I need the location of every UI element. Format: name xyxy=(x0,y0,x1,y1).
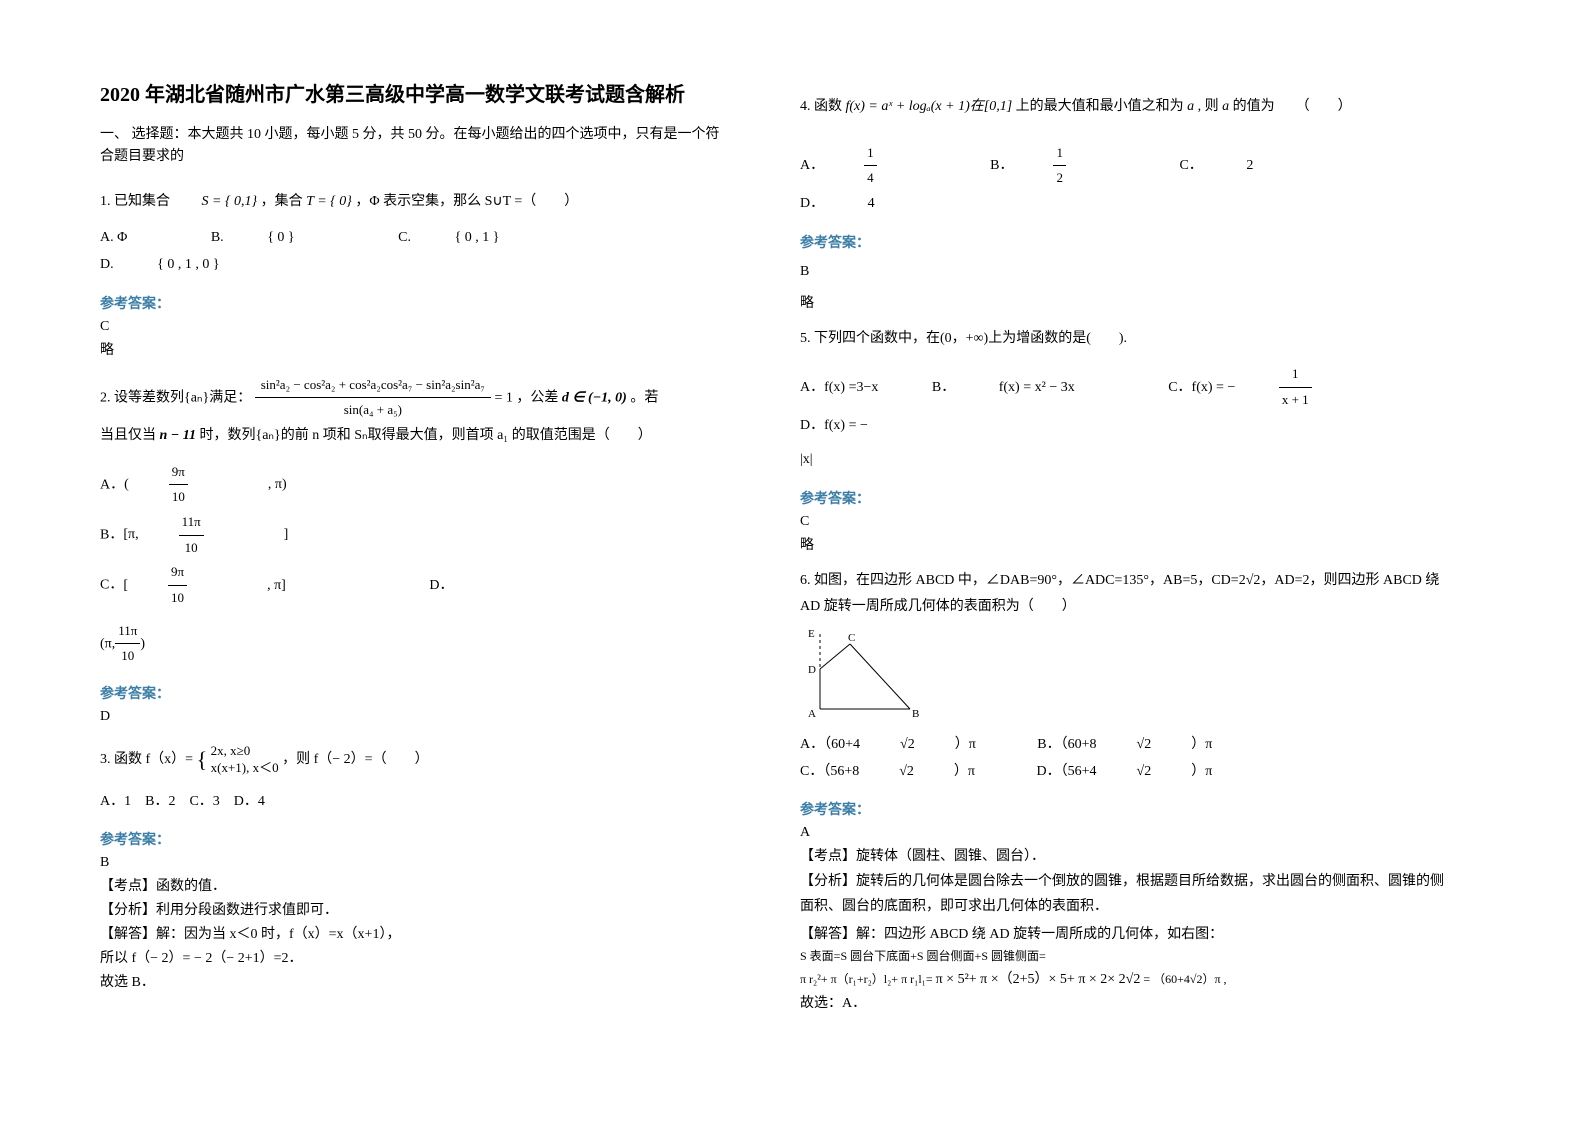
brace-icon: { xyxy=(197,747,208,772)
q2-ob: B．[π,11π10] xyxy=(100,510,328,560)
q2-od: (π,11π10) xyxy=(100,619,720,669)
q5-stem: 5. 下列四个函数中，在(0，+∞)上为增函数的是( ). xyxy=(800,326,1450,353)
q1-stem-a: 1. 已知集合 xyxy=(100,194,170,209)
q5-oa: A．f(x) =3−x xyxy=(800,375,878,402)
a3-fx: 【分析】利用分段函数进行求值即可． xyxy=(100,899,720,919)
q3-stem-a: 3. 函数 f（x）= xyxy=(100,752,193,767)
q2-od-lbl: D． xyxy=(429,573,453,600)
q1-set-t: T = { 0} xyxy=(306,194,352,209)
a3-jd3: 故选 B． xyxy=(100,971,720,991)
q6-oa: A．（60+4√2）π xyxy=(800,732,1016,759)
q6-figure: E C D A B xyxy=(800,629,930,724)
q1: 1. 已知集合 S = { 0,1} ，集合 T = { 0} ，Φ 表示空集，… xyxy=(100,189,720,279)
q2-d: d ∈ (−1, 0) xyxy=(562,390,627,405)
q2-l2c: 时，数列{aₙ}的前 n 项和 Sₙ取得最大值，则首项 a₁ 的取值范围是（ ） xyxy=(200,428,652,443)
q4-stem-c: , 则 xyxy=(1198,99,1219,114)
a6-jd3: π r₂²+ π（r₁+r₂）l₂+ π r₁l₁= π × 5²+ π ×（2… xyxy=(800,968,1450,988)
q5-oc: C．f(x) = − 1x + 1 xyxy=(1168,362,1391,412)
ans2: D xyxy=(100,709,720,725)
ans4: B xyxy=(800,264,1450,280)
svg-text:E: E xyxy=(808,629,815,640)
ans1b: 略 xyxy=(100,339,720,359)
a3-jd2: 所以 f（− 2）= − 2（− 2+1）=2． xyxy=(100,947,720,967)
q2: 2. 设等差数列{aₙ}满足： sin²a₂ − cos²a₂ + cos²a₂… xyxy=(100,373,720,669)
a6-jd4: 故选：A． xyxy=(800,992,1450,1012)
ans5b: 略 xyxy=(800,534,1450,554)
q4-alpha: a xyxy=(1187,99,1194,114)
q4-stem-b: 上的最大值和最小值之和为 xyxy=(1016,99,1184,114)
q1-opt-a: A. Φ xyxy=(100,225,127,252)
q1-tail: ，Φ 表示空集，那么 S∪T =（ ） xyxy=(355,194,578,209)
section1: 一、 选择题：本大题共 10 小题，每小题 5 分，共 50 分。在每小题给出的… xyxy=(100,124,720,169)
q5-ob: B． f(x) = x² − 3x xyxy=(932,375,1115,402)
q5: 5. 下列四个函数中，在(0，+∞)上为增函数的是( ). A．f(x) =3−… xyxy=(800,326,1450,474)
q4-alpha2: a xyxy=(1222,99,1229,114)
ans4-label: 参考答案： xyxy=(800,232,1450,252)
a3-jd1: 【解答】解：因为当 x＜0 时，f（x）=x（x+1）， xyxy=(100,923,720,943)
ans4b: 略 xyxy=(800,292,1450,312)
ans1: C xyxy=(100,319,720,335)
q4-ob: B．12 xyxy=(990,141,1146,191)
svg-text:B: B xyxy=(912,708,919,720)
q2-tail: ，公差 xyxy=(516,390,558,405)
q6: 6. 如图，在四边形 ABCD 中，∠DAB=90°，∠ADC=135°，AB=… xyxy=(800,568,1450,785)
q4-oa: A．14 xyxy=(800,141,957,191)
q2-oc: C．[9π10, π] xyxy=(100,560,326,610)
q1-set-s: S = { 0,1} xyxy=(202,194,258,209)
q6-rt2: √2 xyxy=(1246,573,1261,588)
q6-stem-a: 6. 如图，在四边形 ABCD 中，∠DAB=90°，∠ADC=135°，AB=… xyxy=(800,573,1246,588)
q1-mid: ，集合 xyxy=(261,194,303,209)
q3-cases: 2x, x≥0 x(x+1), x＜0 xyxy=(211,743,279,777)
q4: 4. 函数 f(x) = aˣ + logₐ(x + 1)在[0,1] 上的最大… xyxy=(800,94,1450,218)
a6-jd2: S 表面=S 圆台下底面+S 圆台侧面+S 圆锥侧面= xyxy=(800,947,1450,964)
q5-od: D．f(x) = − xyxy=(800,413,868,440)
svg-text:D: D xyxy=(808,664,816,676)
q4-fx: f(x) = aˣ + logₐ(x + 1)在[0,1] xyxy=(846,99,1013,114)
ans6: A xyxy=(800,825,1450,841)
q1-opt-c: C. { 0 , 1 } xyxy=(398,225,539,252)
a3-kp: 【考点】函数的值． xyxy=(100,875,720,895)
q1-opt-d: D. { 0 , 1 , 0 } xyxy=(100,252,260,279)
q4-stem-a: 4. 函数 xyxy=(800,99,842,114)
svg-text:A: A xyxy=(808,708,816,720)
ans5-label: 参考答案： xyxy=(800,488,1450,508)
a6-jd1: 【解答】解：四边形 ABCD 绕 AD 旋转一周所成的几何体，如右图： xyxy=(800,923,1450,943)
q2-stem: 2. 设等差数列{aₙ}满足： xyxy=(100,390,251,405)
q3: 3. 函数 f（x）= { 2x, x≥0 x(x+1), x＜0 ，则 f（−… xyxy=(100,739,720,815)
ans2-label: 参考答案： xyxy=(100,683,720,703)
q6-oc: C．（56+8√2）π xyxy=(800,759,1015,786)
q6-ob: B．（60+8√2）π xyxy=(1037,732,1252,759)
svg-text:C: C xyxy=(848,632,855,644)
q4-oc: C． 2 xyxy=(1179,153,1293,180)
ans1-label: 参考答案： xyxy=(100,293,720,313)
title: 2020 年湖北省随州市广水第三高级中学高一数学文联考试题含解析 xyxy=(100,80,720,110)
q2-l2b: n − 11 xyxy=(160,428,197,443)
q5-od2: |x| xyxy=(800,447,1450,474)
a6-fx: 【分析】旋转后的几何体是圆台除去一个倒放的圆锥，根据题目所给数据，求出圆台的侧面… xyxy=(800,869,1450,919)
ans3-label: 参考答案： xyxy=(100,829,720,849)
q4-stem-d: 的值为 （ ） xyxy=(1233,99,1352,114)
q2-oa: A．(9π10, π) xyxy=(100,460,327,510)
q2-frac: sin²a₂ − cos²a₂ + cos²a₂cos²a₇ − sin²a₂s… xyxy=(255,373,491,423)
q2-l2a: 当且仅当 xyxy=(100,428,156,443)
q3-stem-b: ，则 f（− 2）=（ ） xyxy=(282,752,428,767)
ans3: B xyxy=(100,855,720,871)
q2-eq: = 1 xyxy=(494,390,512,405)
q6-od: D．（56+4√2）π xyxy=(1037,759,1253,786)
q3-opts: A．1 B．2 C．3 D．4 xyxy=(100,789,720,816)
q1-opt-b: B. { 0 } xyxy=(211,225,335,252)
ans6-label: 参考答案： xyxy=(800,799,1450,819)
a6-kp: 【考点】旋转体（圆柱、圆锥、圆台）． xyxy=(800,845,1450,865)
ans5: C xyxy=(800,514,1450,530)
q2-tail2: 。若 xyxy=(630,390,658,405)
q4-od: D． 4 xyxy=(800,191,915,218)
